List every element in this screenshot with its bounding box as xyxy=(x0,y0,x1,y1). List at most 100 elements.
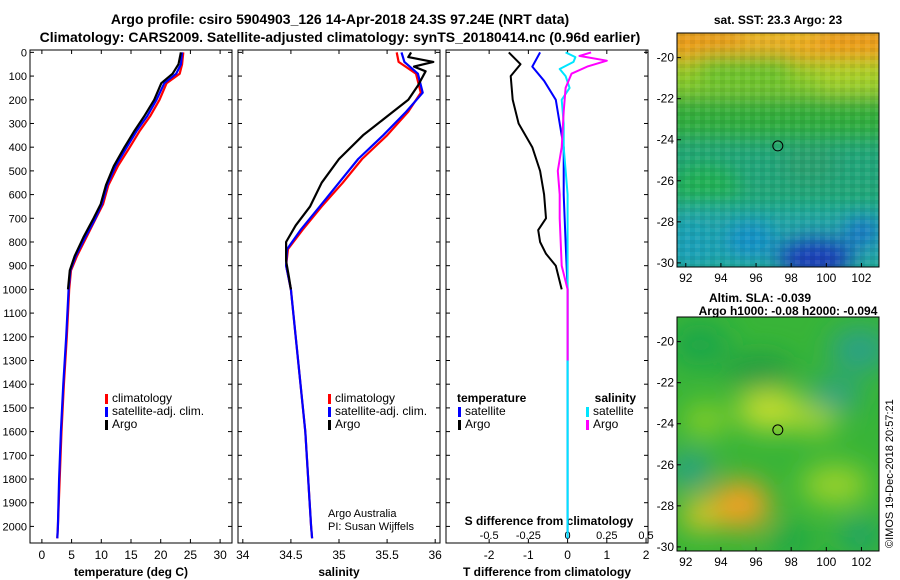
x-tick-label: 1 xyxy=(603,548,610,562)
legend-label: satellite xyxy=(593,404,634,418)
sla-map-subtitle: Argo h1000: -0.08 h2000: -0.094 xyxy=(699,304,878,318)
depth-tick-label: 500 xyxy=(9,166,27,178)
legend-label: Argo xyxy=(335,417,361,431)
difference-profile-panel: -2 -1 0 1 2 T difference from climatology S di… xyxy=(445,49,654,579)
depth-tick-label: 1700 xyxy=(3,450,27,462)
x-tick-label: -2 xyxy=(484,548,495,562)
x-tick-label: 15 xyxy=(124,548,138,562)
credit-org: Argo Australia xyxy=(328,508,397,520)
top-tick-label: -0.25 xyxy=(516,530,541,542)
map-x-tick-label: 100 xyxy=(816,271,836,285)
x-tick-label: 20 xyxy=(154,548,168,562)
legend-swatch xyxy=(105,420,108,430)
map-x-tick-label: 102 xyxy=(851,271,871,285)
x-tick-label: 35.5 xyxy=(375,548,399,562)
x-tick-label: 34.5 xyxy=(279,548,303,562)
map-y-tick-label: -28 xyxy=(657,499,675,513)
top-tick-label: 0.25 xyxy=(596,530,617,542)
map-x-tick-label: 92 xyxy=(679,555,693,569)
sla-map-panel: Altim. SLA: -0.039 Argo h1000: -0.08 h20… xyxy=(657,291,880,569)
depth-tick-label: 1200 xyxy=(3,332,27,344)
sst-map-axes: 92 94 96 98 100 102 -20 -22 -24 -26 -28 -30 xyxy=(657,51,872,285)
sst-heatmap xyxy=(677,33,879,267)
map-y-tick-label: -22 xyxy=(657,92,675,106)
map-x-tick-label: 94 xyxy=(714,271,728,285)
map-x-tick-label: 98 xyxy=(784,271,798,285)
map-x-tick-label: 94 xyxy=(714,555,728,569)
series-satellite-adj-clim- xyxy=(56,52,184,539)
legend-label: Argo xyxy=(465,417,491,431)
legend-title-temperature: temperature xyxy=(457,391,527,405)
series-argo xyxy=(285,51,435,290)
x-tick-label: 0 xyxy=(39,548,46,562)
legend-swatch xyxy=(586,407,589,417)
top-tick-label: 0.5 xyxy=(638,530,653,542)
legend-swatch xyxy=(328,420,331,430)
legend-label: Argo xyxy=(593,417,619,431)
salinity-frame xyxy=(237,49,441,544)
map-y-tick-label: -22 xyxy=(657,376,675,390)
x-tick-label: 35 xyxy=(332,548,346,562)
temperature-profile-panel: 0100200300400500600700800900100011001200… xyxy=(3,47,233,579)
x-tick-label: 34 xyxy=(236,548,250,562)
sla-map-axes: 92 94 96 98 100 102 -20 -22 -24 -26 -28 -30 xyxy=(657,335,872,569)
figure-title: Argo profile: csiro 5904903_126 14-Apr-2… xyxy=(111,11,569,27)
legend-swatch xyxy=(586,420,589,430)
sla-map-title: Altim. SLA: -0.039 xyxy=(709,291,811,305)
depth-tick-label: 600 xyxy=(9,190,27,202)
top-tick-label: -0.5 xyxy=(480,530,499,542)
map-y-tick-label: -24 xyxy=(657,133,675,147)
legend-label: climatology xyxy=(335,391,395,405)
x-tick-label: 2 xyxy=(643,548,650,562)
series-argo xyxy=(508,51,563,290)
argo-position-marker xyxy=(772,424,784,436)
depth-tick-label: 200 xyxy=(9,95,27,107)
depth-tick-label: 1300 xyxy=(3,355,27,367)
depth-tick-label: 100 xyxy=(9,71,27,83)
x-tick-label: -1 xyxy=(523,548,534,562)
series-argo xyxy=(556,51,608,361)
difference-frame xyxy=(445,49,649,544)
difference-xlabel: T difference from climatology xyxy=(463,565,631,579)
legend-swatch xyxy=(458,407,461,417)
salinity-xlabel: salinity xyxy=(318,565,360,579)
depth-tick-label: 1400 xyxy=(3,379,27,391)
depth-tick-label: 0 xyxy=(21,47,27,59)
difference-xlabel-top: S difference from climatology xyxy=(465,514,634,528)
depth-tick-label: 1000 xyxy=(3,284,27,296)
map-x-tick-label: 96 xyxy=(749,555,763,569)
sst-map-title: sat. SST: 23.3 Argo: 23 xyxy=(714,13,843,27)
x-tick-label: 36 xyxy=(429,548,443,562)
x-tick-label: 30 xyxy=(213,548,227,562)
legend-label: satellite-adj. clim. xyxy=(335,404,427,418)
legend-label: satellite-adj. clim. xyxy=(112,404,204,418)
x-tick-label: 25 xyxy=(184,548,198,562)
legend-label: satellite xyxy=(465,404,506,418)
map-y-tick-label: -28 xyxy=(657,215,675,229)
depth-tick-label: 1900 xyxy=(3,498,27,510)
map-x-tick-label: 100 xyxy=(816,555,836,569)
sla-map-frame xyxy=(676,316,880,552)
map-y-tick-label: -26 xyxy=(657,458,675,472)
credit-pi: PI: Susan Wijffels xyxy=(328,521,414,533)
legend-title-salinity: salinity xyxy=(595,391,637,405)
x-tick-label: 0 xyxy=(564,548,571,562)
map-y-tick-label: -26 xyxy=(657,174,675,188)
series-satellite-adj-clim- xyxy=(285,52,424,539)
sla-heatmap xyxy=(677,317,879,551)
depth-tick-label: 1100 xyxy=(3,308,27,320)
map-y-tick-label: -20 xyxy=(657,335,675,349)
depth-tick-label: 400 xyxy=(9,142,27,154)
map-y-tick-label: -20 xyxy=(657,51,675,65)
series-argo xyxy=(66,52,182,290)
legend-swatch xyxy=(458,420,461,430)
map-x-tick-label: 96 xyxy=(749,271,763,285)
depth-tick-label: 800 xyxy=(9,237,27,249)
x-tick-label: 5 xyxy=(68,548,75,562)
map-y-tick-label: -24 xyxy=(657,417,675,431)
map-x-tick-label: 92 xyxy=(679,271,693,285)
map-x-tick-label: 98 xyxy=(784,555,798,569)
sst-map-panel: sat. SST: 23.3 Argo: 23 92 9 xyxy=(657,13,880,285)
depth-tick-label: 700 xyxy=(9,213,27,225)
